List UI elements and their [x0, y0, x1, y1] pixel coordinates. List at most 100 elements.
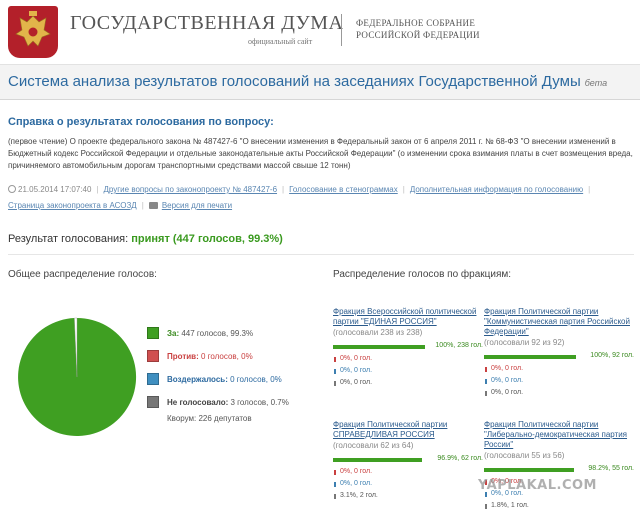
- faction-not-voted: 3.1%, 2 гол.: [333, 490, 483, 502]
- faction-for-row: 96.9%, 62 гол.: [333, 454, 483, 466]
- faction-for-row: 100%, 92 гол.: [484, 351, 634, 363]
- faction-for-bar: [484, 355, 576, 359]
- faction-abstained: 0%, 0 гол.: [333, 478, 483, 490]
- header-divider: [341, 14, 342, 46]
- transcript-link[interactable]: Голосование в стенограммах: [289, 185, 398, 194]
- legend-value-for: 447 голосов, 99.3%: [181, 329, 254, 338]
- link-separator: |: [588, 185, 591, 194]
- pie-slice-not-voted: [74, 317, 78, 378]
- abstained-tick-icon: [334, 369, 336, 374]
- not-voted-tick-icon: [334, 381, 336, 386]
- faction-name-link[interactable]: Фракция Политической партии "Либерально-…: [484, 420, 628, 449]
- faction-against-text: 0%, 0 гол.: [340, 468, 373, 475]
- legend-value-abstained: 0 голосов, 0%: [230, 375, 282, 384]
- faction-voted-count: (голосовали 238 из 238): [333, 328, 423, 337]
- system-title-text[interactable]: Система анализа результатов голосований …: [8, 73, 581, 90]
- other-questions-link[interactable]: Другие вопросы по законопроекту № 487427…: [103, 185, 278, 194]
- legend-value-not-voted: 3 голосов, 0.7%: [230, 398, 289, 407]
- faction-abstained-text: 0%, 0 гол.: [491, 490, 524, 497]
- faction-for-bar: [484, 468, 575, 472]
- faction-not-voted-text: 0%, 0 гол.: [491, 389, 524, 396]
- faction-abstained-text: 0%, 0 гол.: [340, 480, 373, 487]
- site-title[interactable]: ГОСУДАРСТВЕННАЯ ДУМА: [70, 12, 344, 34]
- faction-against-text: 0%, 0 гол.: [491, 478, 524, 485]
- watermark: YAPLAKAL.COM: [478, 478, 597, 493]
- faction-against: 0%, 0 гол.: [484, 363, 634, 375]
- link-separator: |: [282, 185, 285, 194]
- legend-row-for: За: 447 голосов, 99.3%: [147, 326, 317, 349]
- federal-assembly-line1: ФЕДЕРАЛЬНОЕ СОБРАНИЕ: [356, 18, 476, 28]
- faction-for-label: 100%, 92 гол.: [590, 352, 634, 359]
- legend-swatch-not-voted: [147, 396, 159, 408]
- result-value: принят (447 голосов, 99.3%): [131, 233, 283, 245]
- vote-legend: За: 447 голосов, 99.3% Против: 0 голосов…: [147, 326, 317, 418]
- faction-card: Фракция Политической партии "Коммунистич…: [484, 307, 634, 399]
- against-tick-icon: [334, 470, 336, 475]
- site-header: ГОСУДАРСТВЕННАЯ ДУМА официальный сайт ФЕ…: [0, 0, 640, 64]
- clock-icon: [8, 185, 16, 193]
- legend-row-not-voted: Не голосовало: 3 голосов, 0.7%: [147, 395, 317, 418]
- faction-card: Фракция Политической партии СПРАВЕДЛИВАЯ…: [333, 420, 483, 502]
- faction-name-link[interactable]: Фракция Всероссийской политической парти…: [333, 307, 477, 326]
- legend-row-abstained: Воздержалось: 0 голосов, 0%: [147, 372, 317, 395]
- faction-not-voted-text: 3.1%, 2 гол.: [340, 492, 378, 499]
- faction-for-bar: [333, 458, 423, 462]
- faction-name-link[interactable]: Фракция Политической партии СПРАВЕДЛИВАЯ…: [333, 420, 448, 439]
- faction-against-text: 0%, 0 гол.: [491, 365, 524, 372]
- link-separator: |: [141, 201, 144, 210]
- vote-pie-chart: [18, 317, 137, 436]
- question-text: (первое чтение) О проекте федерального з…: [8, 137, 633, 170]
- faction-voted-count: (голосовали 62 из 64): [333, 441, 414, 450]
- faction-against: 0%, 0 гол.: [333, 353, 483, 365]
- link-separator: |: [402, 185, 405, 194]
- factions-heading: Распределение голосов по фракциям:: [333, 269, 512, 280]
- faction-not-voted: 1.8%, 1 гол.: [484, 500, 634, 512]
- beta-label: бета: [584, 78, 608, 88]
- abstained-tick-icon: [485, 379, 487, 384]
- legend-label-not-voted: Не голосовало:: [167, 398, 229, 407]
- faction-not-voted: 0%, 0 гол.: [484, 387, 634, 399]
- bill-page-link[interactable]: Страница законопроекта в АСОЗД: [8, 201, 137, 210]
- coat-of-arms-icon[interactable]: [8, 6, 58, 58]
- faction-not-voted-text: 0%, 0 гол.: [340, 379, 373, 386]
- print-version-link[interactable]: Версия для печати: [161, 201, 233, 210]
- faction-abstained-text: 0%, 0 гол.: [491, 377, 524, 384]
- not-voted-tick-icon: [334, 494, 336, 499]
- faction-voted-count: (голосовали 55 из 56): [484, 451, 565, 460]
- result-label: Результат голосования:: [8, 233, 129, 245]
- faction-abstained: 0%, 0 гол.: [484, 375, 634, 387]
- faction-abstained: 0%, 0 гол.: [333, 365, 483, 377]
- legend-label-against: Против:: [167, 352, 199, 361]
- faction-for-label: 100%, 238 гол.: [435, 342, 483, 349]
- legend-swatch-abstained: [147, 373, 159, 385]
- overall-heading: Общее распределение голосов:: [8, 269, 157, 280]
- legend-text-for: За: 447 голосов, 99.3%: [167, 329, 253, 338]
- faction-against: 0%, 0 гол.: [333, 466, 483, 478]
- federal-assembly-line2: РОССИЙСКОЙ ФЕДЕРАЦИИ: [356, 30, 480, 40]
- abstained-tick-icon: [334, 482, 336, 487]
- faction-card: Фракция Политической партии "Либерально-…: [484, 420, 634, 512]
- faction-name-link[interactable]: Фракция Политической партии "Коммунистич…: [484, 307, 630, 336]
- printer-icon[interactable]: [148, 202, 158, 209]
- against-tick-icon: [485, 480, 487, 485]
- faction-card: Фракция Всероссийской политической парти…: [333, 307, 483, 389]
- faction-abstained: 0%, 0 гол.: [484, 488, 634, 500]
- divider: [8, 254, 634, 255]
- legend-value-against: 0 голосов, 0%: [200, 352, 253, 361]
- site-subtitle: официальный сайт: [248, 37, 313, 46]
- not-voted-tick-icon: [485, 504, 487, 509]
- legend-swatch-against: [147, 350, 159, 362]
- quorum-text: Кворум: 226 депутатов: [167, 414, 252, 423]
- faction-for-row: 100%, 238 гол.: [333, 341, 483, 353]
- not-voted-tick-icon: [485, 391, 487, 396]
- question-links: 21.05.2014 17:07:40 | Другие вопросы по за…: [8, 182, 634, 214]
- legend-label-abstained: Воздержалось:: [167, 375, 228, 384]
- vote-result: Результат голосования: принят (447 голос…: [8, 233, 283, 245]
- abstained-tick-icon: [485, 492, 487, 497]
- faction-against-text: 0%, 0 гол.: [340, 355, 373, 362]
- faction-for-row: 98.2%, 55 гол.: [484, 464, 634, 476]
- extra-info-link[interactable]: Дополнительная информация по голосованию: [409, 185, 584, 194]
- link-separator: |: [96, 185, 99, 194]
- legend-text-abstained: Воздержалось: 0 голосов, 0%: [167, 375, 282, 384]
- against-tick-icon: [334, 357, 336, 362]
